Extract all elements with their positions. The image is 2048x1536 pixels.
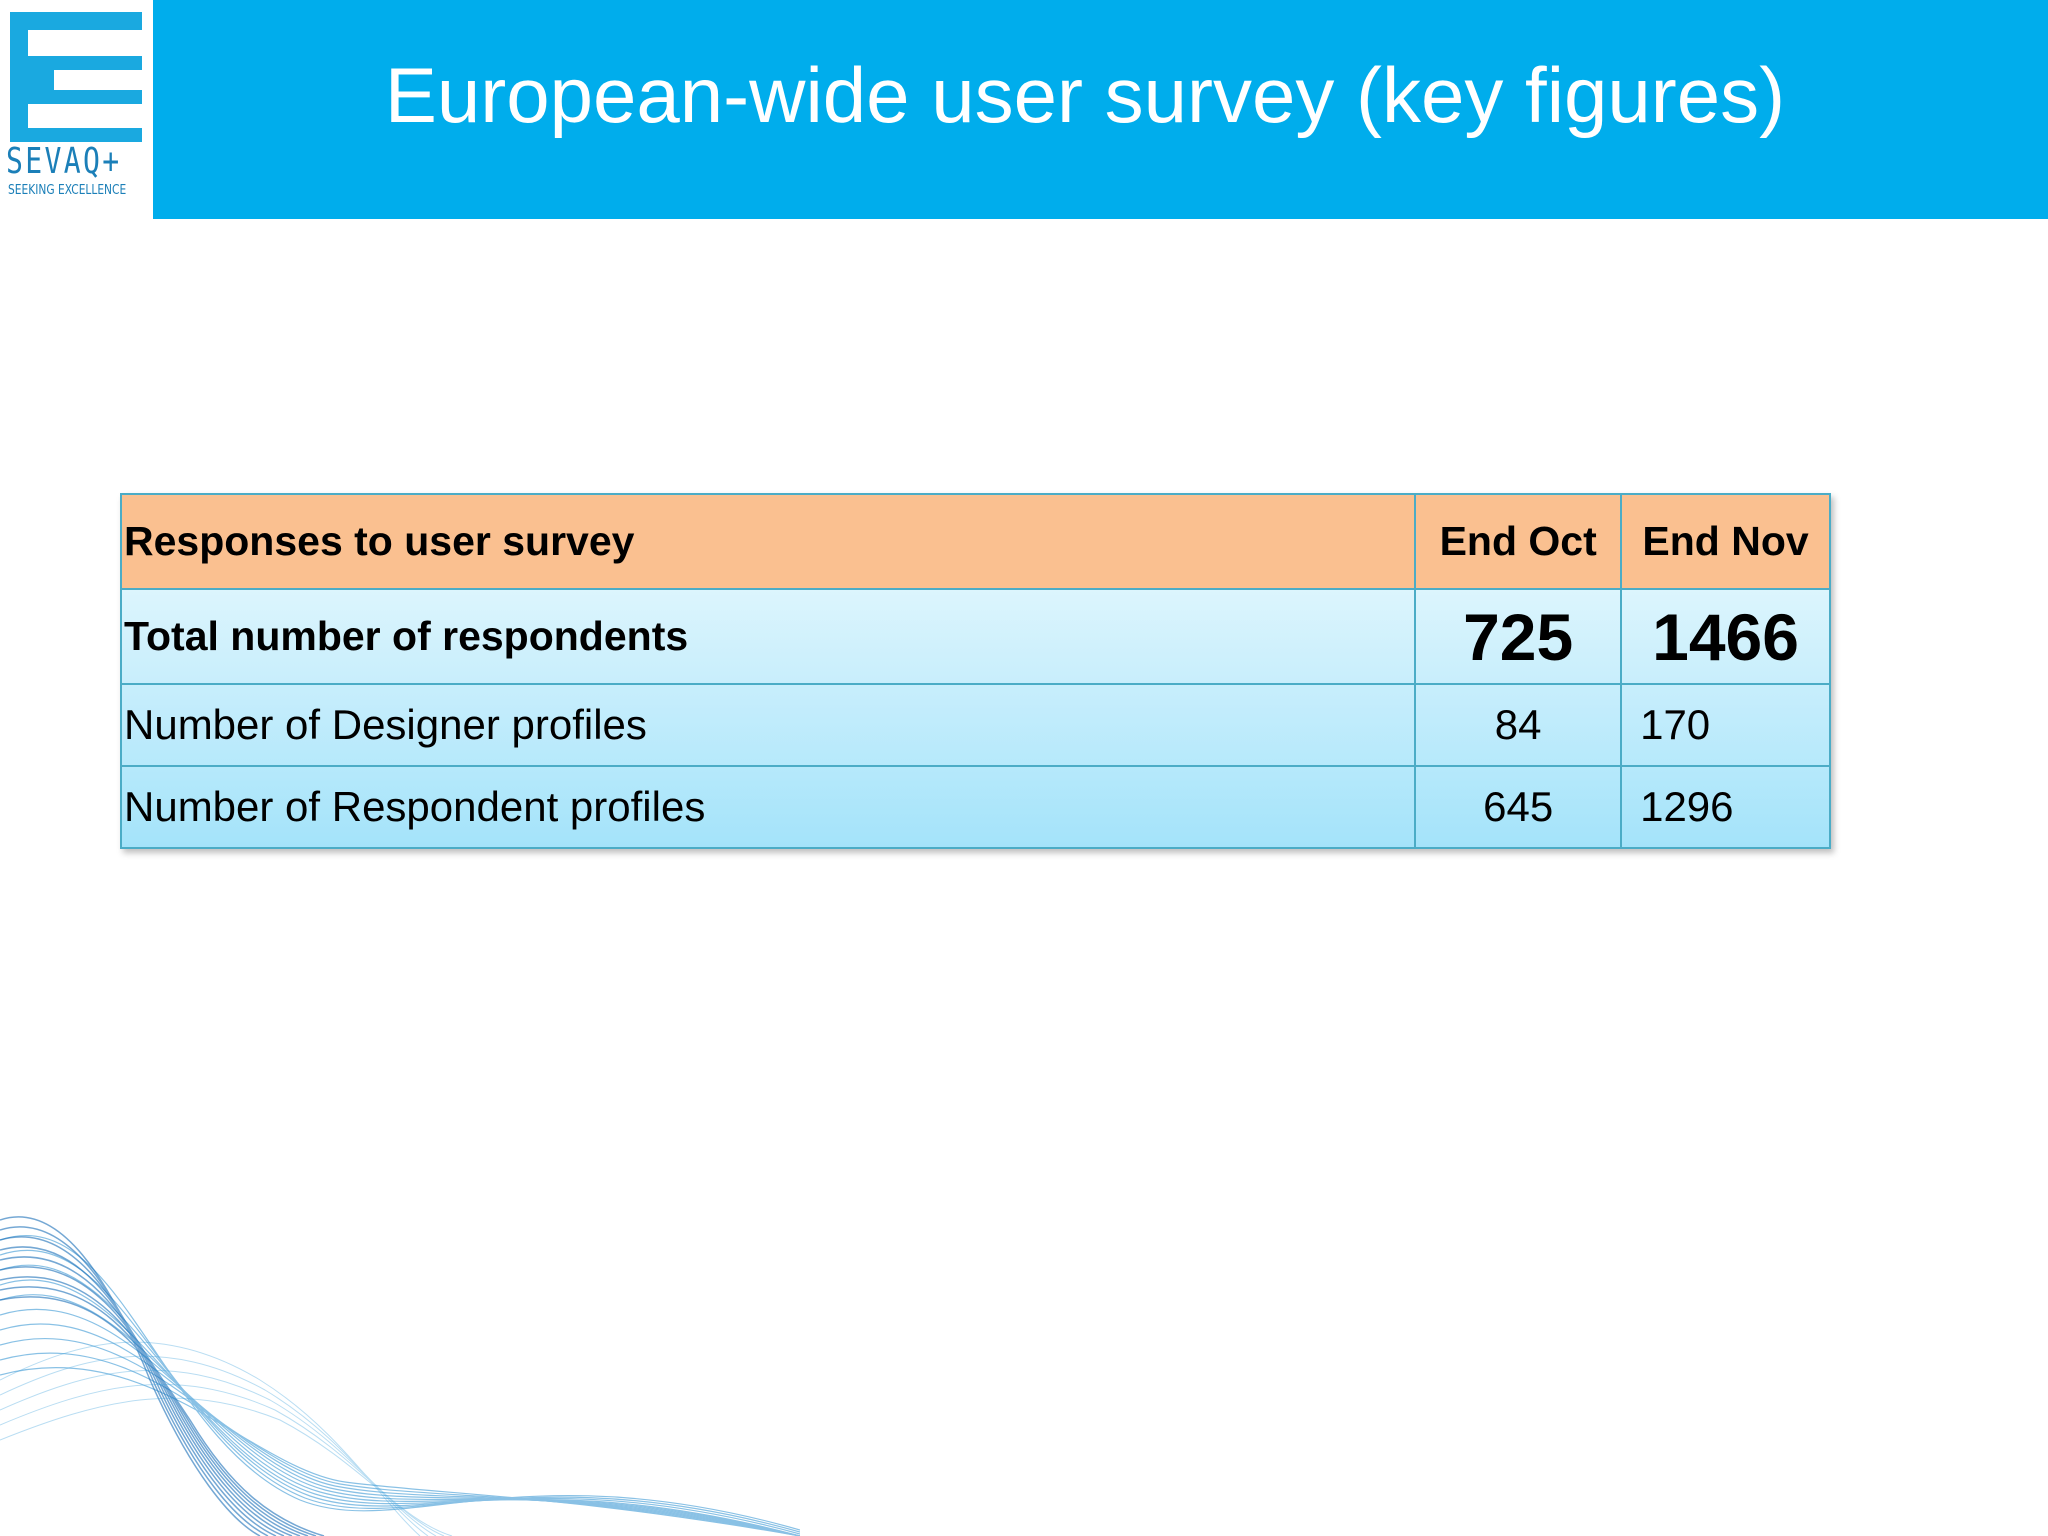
column-header-end-oct: End Oct — [1414, 493, 1623, 590]
sevaq-logo-mark-icon — [10, 12, 142, 142]
logo-tagline: SEEKING EXCELLENCE — [8, 183, 127, 198]
slide-title: European-wide user survey (key figures) — [384, 51, 1786, 139]
row-label: Number of Designer profiles — [119, 683, 1417, 767]
column-header-end-nov: End Nov — [1620, 493, 1831, 590]
logo-wordmark: SEVAQ+ — [6, 141, 122, 182]
cell-end-oct: 645 — [1414, 765, 1623, 849]
wave-lines-icon — [0, 1216, 800, 1536]
row-label: Number of Respondent profiles — [119, 765, 1417, 849]
cell-end-nov: 1466 — [1620, 588, 1831, 685]
row-label: Total number of respondents — [119, 588, 1417, 685]
cell-end-oct: 84 — [1414, 683, 1623, 767]
sevaq-logo: SEVAQ+ SEEKING EXCELLENCE — [0, 0, 153, 219]
cell-end-nov: 1296 — [1620, 765, 1831, 849]
header-bar: SEVAQ+ SEEKING EXCELLENCE European-wide … — [0, 0, 2048, 219]
table-row-designer-profiles: Number of Designer profiles 84 170 — [119, 683, 1831, 767]
cell-end-oct: 725 — [1414, 588, 1623, 685]
table-row-total-respondents: Total number of respondents 725 1466 — [119, 588, 1831, 685]
column-header-responses: Responses to user survey — [119, 493, 1417, 590]
table-header-row: Responses to user survey End Oct End Nov — [119, 493, 1831, 590]
cell-end-nov: 170 — [1620, 683, 1831, 767]
table-row-respondent-profiles: Number of Respondent profiles 645 1296 — [119, 765, 1831, 849]
survey-table: Responses to user survey End Oct End Nov… — [119, 493, 1831, 849]
